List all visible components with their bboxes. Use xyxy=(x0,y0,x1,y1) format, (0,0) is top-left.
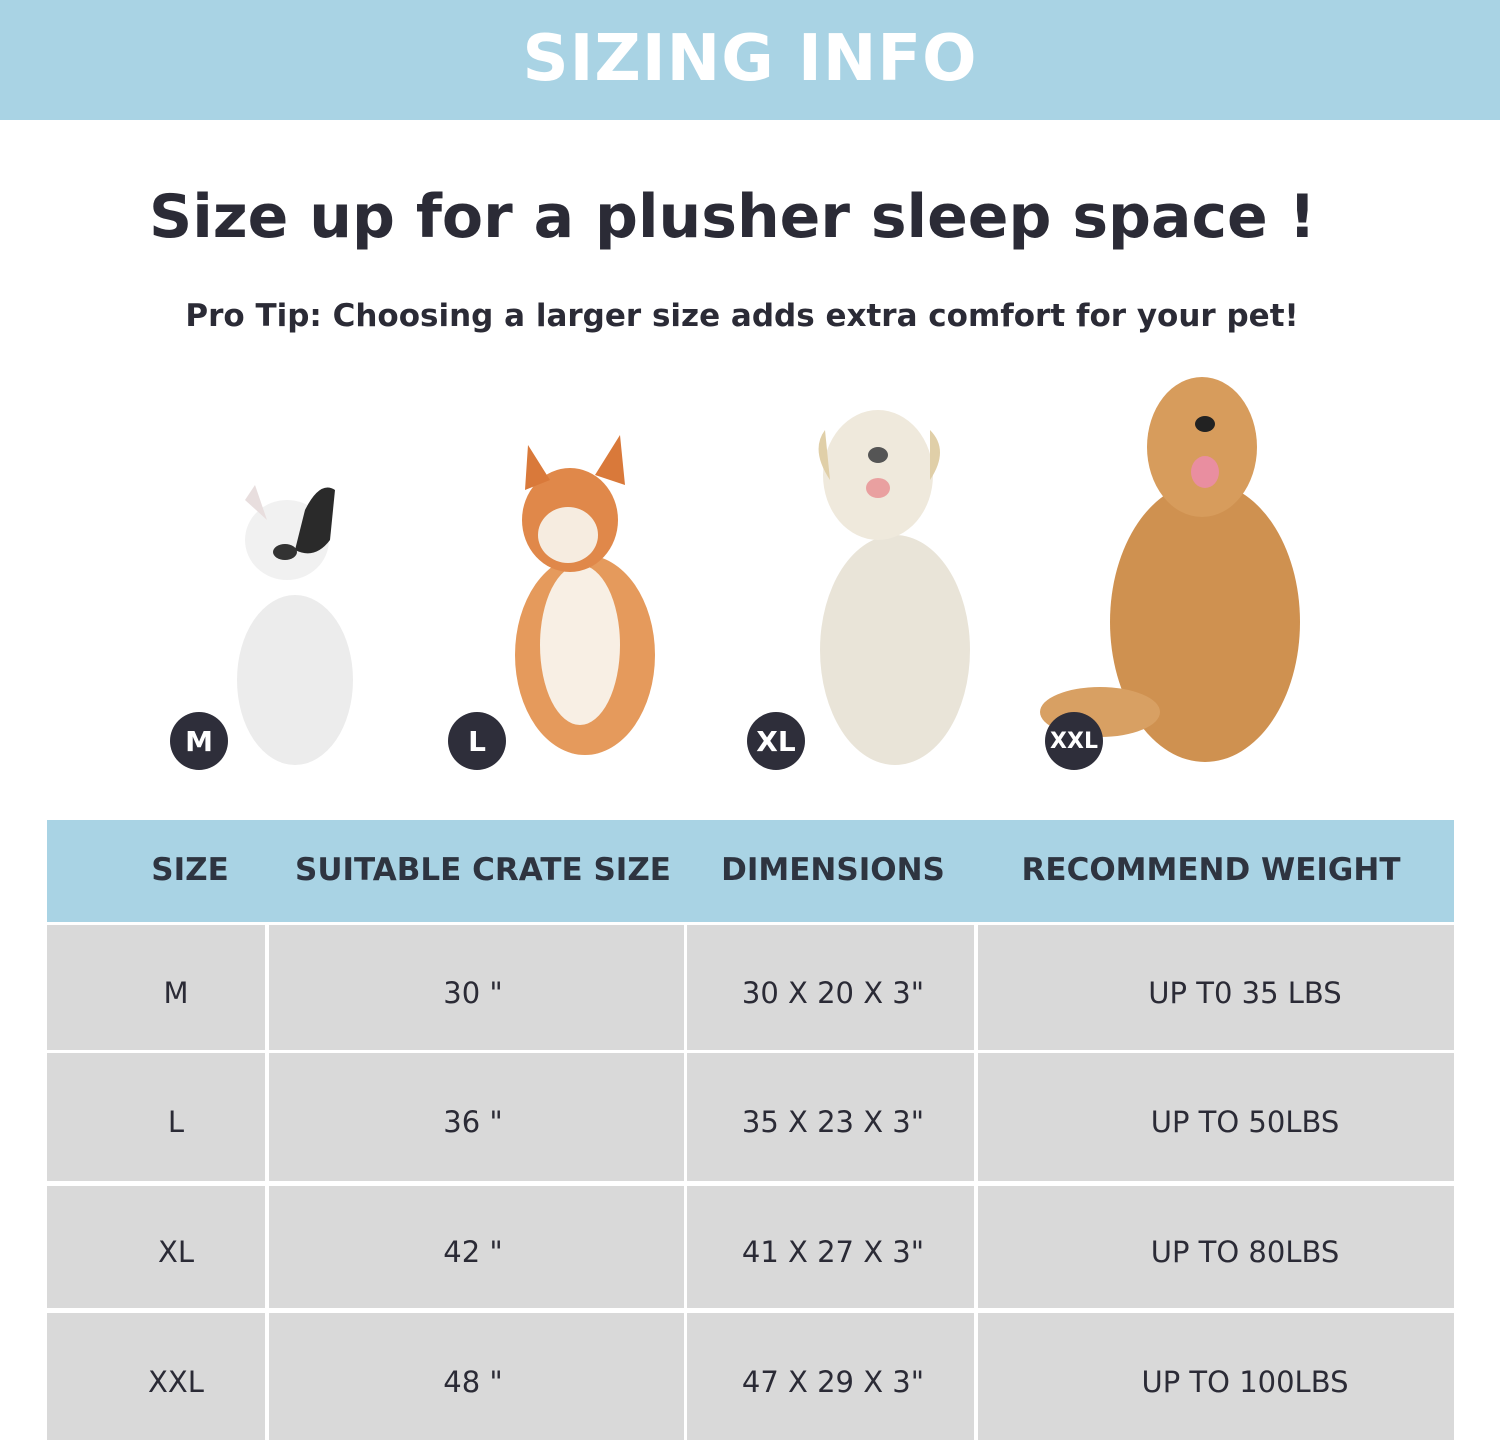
cell-text-crate-size: 48 " xyxy=(443,1364,503,1399)
cell-dimensions xyxy=(687,1186,974,1308)
cell-text-dimensions: 30 X 20 X 3" xyxy=(741,975,925,1010)
header-crate-size: SUITABLE CRATE SIZE xyxy=(295,852,671,888)
french-bulldog-image xyxy=(237,485,353,765)
cell-size xyxy=(47,925,265,1050)
cell-weight xyxy=(978,925,1454,1050)
cell-crate-size xyxy=(269,1186,684,1308)
cell-size xyxy=(47,1053,265,1181)
cell-text-weight: UP TO 50LBS xyxy=(1150,1105,1340,1139)
sizing-table: SIZE SUITABLE CRATE SIZE DIMENSIONS RECO… xyxy=(47,820,1454,1440)
header-size: SIZE xyxy=(151,852,229,888)
headline: Size up for a plusher sleep space ! xyxy=(148,182,1316,252)
labrador-image xyxy=(818,410,970,765)
cell-text-dimensions: 41 X 27 X 3" xyxy=(741,1235,925,1269)
table-header: SIZE SUITABLE CRATE SIZE DIMENSIONS RECO… xyxy=(47,820,1454,922)
title-banner: SIZING INFO xyxy=(0,0,1500,120)
cell-text-crate-size: 42 " xyxy=(443,1235,503,1269)
cell-text-size: L xyxy=(167,1105,185,1139)
size-badge-m: M xyxy=(170,712,228,770)
cell-text-size: XXL xyxy=(148,1364,204,1399)
pro-tip: Pro Tip: Choosing a larger size adds ext… xyxy=(185,298,1299,334)
cell-weight xyxy=(978,1313,1454,1440)
cell-dimensions xyxy=(687,925,974,1050)
cell-text-dimensions: 47 X 29 X 3" xyxy=(741,1364,925,1399)
cell-text-weight: UP TO 80LBS xyxy=(1150,1235,1340,1269)
header-dimensions: DIMENSIONS xyxy=(721,852,945,888)
header-weight: RECOMMEND WEIGHT xyxy=(1021,852,1401,888)
cell-text-weight: UP T0 35 LBS xyxy=(1148,975,1342,1010)
golden-retriever-image xyxy=(1040,377,1300,762)
cell-text-weight: UP TO 100LBS xyxy=(1141,1364,1349,1399)
size-badge-l: L xyxy=(448,712,506,770)
cell-dimensions xyxy=(687,1313,974,1440)
size-badge-xl: XL xyxy=(747,712,805,770)
cell-text-crate-size: 36 " xyxy=(443,1105,503,1139)
shiba-inu-image xyxy=(515,435,655,755)
banner-title: SIZING INFO xyxy=(522,22,978,96)
cell-text-dimensions: 35 X 23 X 3" xyxy=(741,1105,925,1139)
cell-crate-size xyxy=(269,1053,684,1181)
cell-weight xyxy=(978,1186,1454,1308)
cell-weight xyxy=(978,1053,1454,1181)
cell-crate-size xyxy=(269,925,684,1050)
cell-text-crate-size: 30 " xyxy=(443,975,503,1010)
cell-size xyxy=(47,1313,265,1440)
cell-size xyxy=(47,1186,265,1308)
cell-crate-size xyxy=(269,1313,684,1440)
cell-text-size: M xyxy=(163,975,189,1010)
cell-dimensions xyxy=(687,1053,974,1181)
size-badge-xxl: XXL xyxy=(1045,712,1103,770)
cell-text-size: XL xyxy=(157,1235,195,1269)
